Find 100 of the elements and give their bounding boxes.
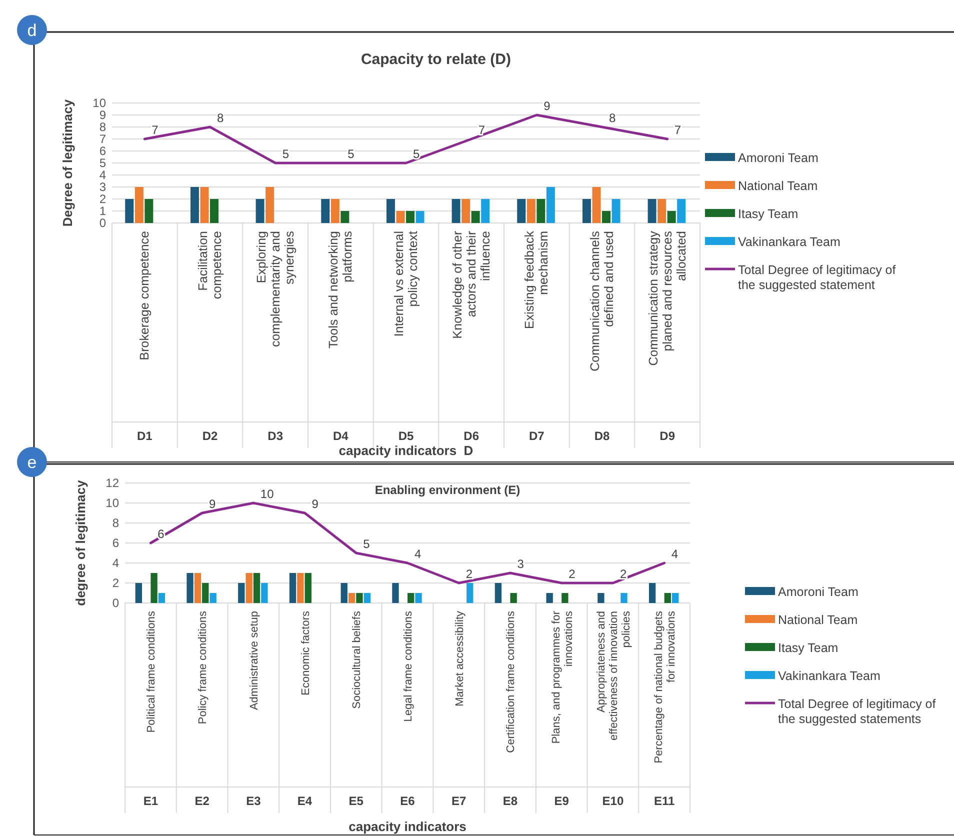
bar <box>471 211 480 223</box>
bar <box>348 593 356 603</box>
bar <box>134 187 144 223</box>
data-label: 8 <box>609 111 616 125</box>
badge: e <box>17 447 47 477</box>
category-label: Certification frame conditions E8 <box>502 611 518 808</box>
bar <box>144 199 154 223</box>
data-label: 7 <box>478 123 486 137</box>
data-label: 9 <box>209 497 216 511</box>
data-label: 2 <box>568 567 576 581</box>
category-label: Appropriateness and effectiveness of innovation policies E10 <box>595 611 632 808</box>
bar <box>186 573 194 603</box>
y-tick-label: 12 <box>106 476 120 490</box>
y-tick-label: 5 <box>99 156 106 170</box>
bar <box>546 593 553 603</box>
bar <box>256 199 264 223</box>
y-tick-label: 2 <box>99 192 106 206</box>
bar <box>452 199 460 223</box>
bar <box>648 583 656 603</box>
y-axis-title: Degree of legitimacy <box>60 98 75 227</box>
y-tick-label: 6 <box>99 144 106 158</box>
bar <box>602 211 610 223</box>
bar <box>266 187 274 223</box>
bar <box>598 593 604 603</box>
y-tick-label: 2 <box>112 576 120 590</box>
data-label: 9 <box>544 99 551 113</box>
bar <box>297 573 304 603</box>
y-tick-label: 10 <box>92 96 106 110</box>
bar <box>289 573 296 603</box>
data-label: 5 <box>363 537 370 551</box>
legend-label: Total Degree of legitimacy of the suggested statements <box>778 697 936 726</box>
y-tick-label: 4 <box>99 168 106 182</box>
bar <box>667 211 676 223</box>
legend-label: Total Degree of legitimacy of the suggested statement <box>738 263 896 292</box>
category-label: Percentage of national budgets for innovations E11 <box>653 611 678 808</box>
data-label: 4 <box>414 547 422 561</box>
data-label: 9 <box>312 497 319 511</box>
category-label: Communication strategy planed and resources allocated D9 <box>646 231 688 443</box>
y-tick-label: 8 <box>112 516 120 530</box>
bar <box>386 199 395 223</box>
data-label: 2 <box>620 567 627 581</box>
data-label: 10 <box>260 487 274 501</box>
data-label: 8 <box>217 111 224 125</box>
legend-label: Vakinankara Team <box>778 669 880 683</box>
bar <box>466 583 474 603</box>
y-tick-label: 1 <box>99 204 106 218</box>
bar <box>200 187 209 223</box>
bar <box>664 593 671 603</box>
bar <box>238 583 245 603</box>
bar <box>261 583 268 603</box>
bar <box>158 593 166 603</box>
bar <box>356 593 363 603</box>
bar <box>658 199 666 223</box>
bar <box>592 187 601 223</box>
legend-label: National Team <box>738 179 818 193</box>
data-label: 5 <box>413 147 420 161</box>
category-label: Political frame conditions E1 <box>143 611 158 808</box>
bar <box>340 211 350 223</box>
category-label: Existing feedback mechanism D7 <box>522 231 551 443</box>
bar <box>612 199 620 223</box>
legend-label: Itasy Team <box>778 641 838 655</box>
category-label: Legal frame conditions E6 <box>400 611 415 808</box>
y-axis-title: degree of legitimacy <box>73 479 88 606</box>
category-label: Plans, and programmes for innovations E9 <box>550 611 575 808</box>
category-label: Sociocultural beliefs E5 <box>348 611 364 808</box>
category-label: Economic factors E4 <box>297 611 312 808</box>
bar <box>582 199 591 223</box>
bar <box>330 199 340 223</box>
bar <box>481 199 490 223</box>
bar <box>190 187 199 223</box>
y-tick-label: 3 <box>99 180 106 194</box>
bar <box>304 573 312 603</box>
chart-title: Capacity to relate (D) <box>360 51 512 68</box>
legend-label: National Team <box>778 613 858 627</box>
category-label: Facilitation competence D2 <box>196 231 224 443</box>
bar <box>510 593 517 603</box>
y-tick-label: 7 <box>99 132 106 146</box>
x-axis-title: capacity indicators D <box>338 443 474 458</box>
bar <box>135 583 142 603</box>
category-label: Communication channels defined and used D8 <box>588 231 616 443</box>
bar <box>392 583 399 603</box>
y-tick-label: 9 <box>99 108 106 122</box>
bar <box>415 593 422 603</box>
data-label: 5 <box>282 147 290 161</box>
legend-label: Amoroni Team <box>778 585 858 599</box>
bar <box>340 583 348 603</box>
bar <box>648 199 656 223</box>
bar <box>620 593 628 603</box>
line-series <box>143 114 669 164</box>
bar <box>494 583 502 603</box>
bar <box>246 573 252 603</box>
y-tick-label: 0 <box>99 216 106 230</box>
bar <box>406 211 414 223</box>
bar <box>677 199 686 223</box>
bar <box>536 199 546 223</box>
category-label: Internal vs external policy context D5 <box>392 231 420 443</box>
bar <box>210 199 218 223</box>
legend-label: Itasy Team <box>738 207 798 221</box>
y-tick-label: 4 <box>112 556 120 570</box>
category-label: Market accessibility E7 <box>452 611 466 808</box>
